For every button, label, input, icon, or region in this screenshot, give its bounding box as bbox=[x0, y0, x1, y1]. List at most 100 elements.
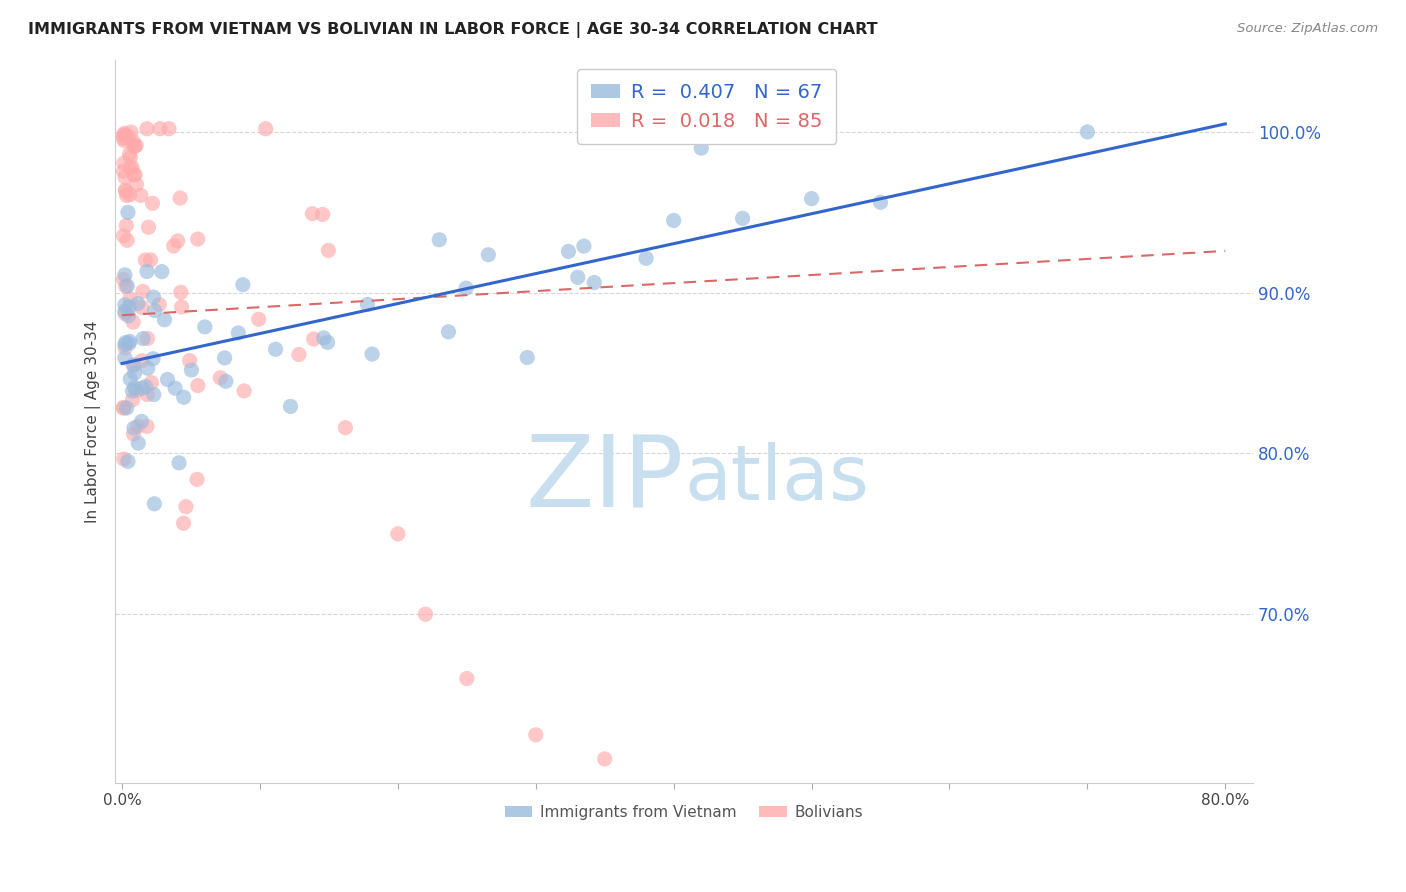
Point bbox=[122, 168, 145, 182]
Point bbox=[122, 427, 145, 442]
Point bbox=[148, 297, 170, 311]
Point bbox=[118, 187, 141, 202]
Point bbox=[288, 347, 311, 361]
Point bbox=[122, 135, 145, 149]
Point bbox=[335, 420, 357, 434]
Point bbox=[437, 325, 460, 339]
Point bbox=[194, 319, 217, 334]
Text: atlas: atlas bbox=[683, 442, 869, 516]
Point bbox=[209, 370, 232, 384]
Point bbox=[583, 276, 606, 290]
Point bbox=[318, 244, 340, 258]
Point bbox=[129, 188, 152, 202]
Point bbox=[121, 161, 143, 175]
Point bbox=[170, 285, 193, 300]
Point bbox=[141, 196, 163, 211]
Point bbox=[302, 332, 325, 346]
Point bbox=[316, 335, 339, 350]
Point bbox=[115, 219, 138, 233]
Point bbox=[127, 436, 149, 450]
Point bbox=[112, 127, 135, 141]
Point bbox=[114, 130, 136, 145]
Point bbox=[118, 336, 141, 351]
Point bbox=[120, 161, 142, 176]
Point bbox=[179, 353, 201, 368]
Point bbox=[114, 185, 136, 199]
Point bbox=[165, 381, 187, 395]
Point bbox=[122, 358, 145, 372]
Point bbox=[254, 121, 277, 136]
Point bbox=[572, 239, 595, 253]
Text: ZIP: ZIP bbox=[526, 431, 683, 528]
Point bbox=[114, 183, 136, 197]
Point bbox=[1076, 125, 1098, 139]
Point bbox=[174, 500, 197, 514]
Point bbox=[166, 234, 188, 248]
Point bbox=[121, 392, 143, 407]
Point bbox=[132, 285, 155, 299]
Point bbox=[127, 296, 149, 310]
Point bbox=[122, 359, 145, 373]
Point bbox=[361, 347, 384, 361]
Point bbox=[115, 233, 138, 247]
Point bbox=[800, 192, 823, 206]
Point bbox=[112, 228, 135, 243]
Point bbox=[214, 351, 236, 365]
Point bbox=[112, 272, 135, 286]
Point bbox=[115, 401, 138, 415]
Point bbox=[477, 248, 499, 262]
Point bbox=[114, 337, 136, 351]
Point bbox=[112, 164, 135, 178]
Point bbox=[173, 516, 195, 531]
Point bbox=[170, 300, 193, 314]
Point bbox=[117, 205, 139, 219]
Point bbox=[125, 384, 148, 398]
Point bbox=[280, 400, 302, 414]
Point bbox=[122, 421, 145, 435]
Point bbox=[149, 121, 172, 136]
Point bbox=[120, 372, 142, 386]
Point bbox=[121, 384, 143, 398]
Point bbox=[226, 326, 249, 340]
Point bbox=[124, 366, 146, 380]
Point bbox=[136, 331, 159, 345]
Point bbox=[139, 252, 162, 267]
Point bbox=[114, 335, 136, 350]
Point bbox=[456, 672, 478, 686]
Point bbox=[415, 607, 437, 622]
Point bbox=[131, 353, 153, 368]
Point bbox=[114, 341, 136, 355]
Point bbox=[636, 252, 658, 266]
Point bbox=[112, 452, 135, 467]
Text: IMMIGRANTS FROM VIETNAM VS BOLIVIAN IN LABOR FORCE | AGE 30-34 CORRELATION CHART: IMMIGRANTS FROM VIETNAM VS BOLIVIAN IN L… bbox=[28, 22, 877, 38]
Point bbox=[114, 304, 136, 318]
Point bbox=[153, 312, 176, 326]
Point bbox=[301, 207, 323, 221]
Point bbox=[115, 188, 138, 202]
Point bbox=[131, 381, 153, 395]
Point bbox=[150, 265, 173, 279]
Point bbox=[557, 244, 579, 259]
Legend: Immigrants from Vietnam, Bolivians: Immigrants from Vietnam, Bolivians bbox=[499, 799, 869, 826]
Point bbox=[118, 146, 141, 161]
Point bbox=[112, 401, 135, 415]
Point bbox=[169, 191, 191, 205]
Point bbox=[131, 301, 153, 315]
Point bbox=[142, 351, 165, 366]
Point bbox=[593, 752, 616, 766]
Point bbox=[247, 312, 270, 326]
Point bbox=[156, 372, 179, 386]
Point bbox=[122, 315, 145, 329]
Point bbox=[143, 497, 166, 511]
Point bbox=[387, 526, 409, 541]
Point bbox=[118, 300, 141, 314]
Point bbox=[516, 351, 538, 365]
Point bbox=[136, 387, 159, 401]
Point bbox=[141, 376, 163, 390]
Point bbox=[124, 138, 146, 153]
Point bbox=[114, 351, 136, 365]
Point bbox=[125, 138, 148, 153]
Point bbox=[125, 178, 148, 192]
Point bbox=[114, 298, 136, 312]
Point bbox=[142, 290, 165, 304]
